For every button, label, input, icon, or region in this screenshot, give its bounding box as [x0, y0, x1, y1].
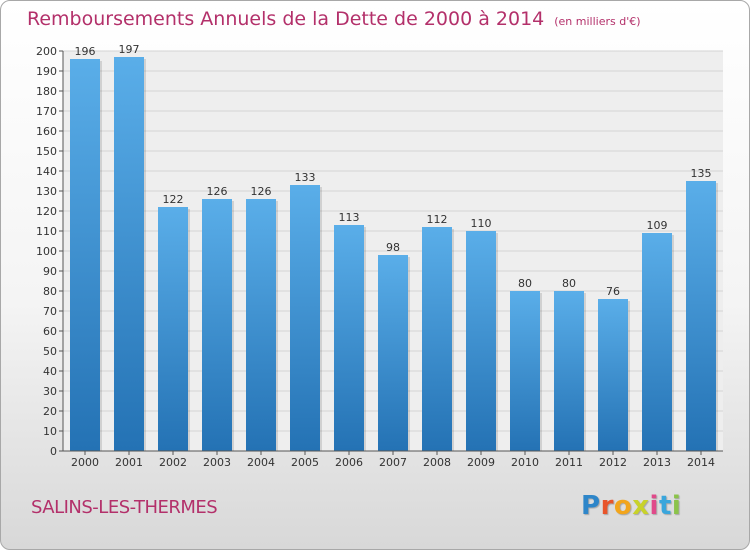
bar	[290, 185, 320, 451]
data-label: 109	[647, 219, 668, 232]
logo-letter: i	[649, 491, 659, 521]
y-tick-label: 130	[36, 185, 57, 198]
x-tick-label: 2000	[71, 456, 99, 469]
y-tick-label: 110	[36, 225, 57, 238]
x-tick-label: 2012	[599, 456, 627, 469]
bar	[422, 227, 452, 451]
logo-letter: t	[658, 491, 672, 521]
y-tick-label: 120	[36, 205, 57, 218]
data-label: 112	[427, 213, 448, 226]
data-label: 80	[562, 277, 576, 290]
y-tick-label: 150	[36, 145, 57, 158]
data-label: 126	[251, 185, 272, 198]
data-label: 133	[295, 171, 316, 184]
y-tick-label: 160	[36, 125, 57, 138]
x-tick-label: 2010	[511, 456, 539, 469]
bar	[466, 231, 496, 451]
bar	[554, 291, 584, 451]
y-tick-label: 100	[36, 245, 57, 258]
bar	[246, 199, 276, 451]
y-tick-label: 60	[43, 325, 57, 338]
y-tick-label: 30	[43, 385, 57, 398]
x-tick-label: 2003	[203, 456, 231, 469]
x-tick-label: 2014	[687, 456, 715, 469]
x-tick-label: 2008	[423, 456, 451, 469]
bar	[114, 57, 144, 451]
title-text: Remboursements Annuels de la Dette de 20…	[27, 8, 545, 30]
city-name: SALINS-LES-THERMES	[31, 497, 218, 518]
data-label: 98	[386, 241, 400, 254]
unit-note: (en milliers d'€)	[554, 15, 641, 28]
bar	[378, 255, 408, 451]
logo-letter: o	[613, 491, 633, 521]
y-tick-label: 90	[43, 265, 57, 278]
data-label: 196	[75, 45, 96, 58]
y-tick-label: 140	[36, 165, 57, 178]
logo-letter: i	[671, 491, 682, 521]
x-tick-label: 2002	[159, 456, 187, 469]
x-tick-label: 2001	[115, 456, 143, 469]
data-label: 113	[339, 211, 360, 224]
y-tick-label: 80	[43, 285, 57, 298]
x-tick-label: 2009	[467, 456, 495, 469]
data-label: 76	[606, 285, 620, 298]
y-tick-label: 70	[43, 305, 57, 318]
y-tick-label: 170	[36, 105, 57, 118]
bar	[598, 299, 628, 451]
bar	[510, 291, 540, 451]
logo-letter: r	[600, 491, 614, 521]
data-label: 122	[163, 193, 184, 206]
y-tick-label: 180	[36, 85, 57, 98]
y-tick-label: 0	[50, 445, 57, 458]
y-tick-label: 20	[43, 405, 57, 418]
x-tick-label: 2007	[379, 456, 407, 469]
data-label: 110	[471, 217, 492, 230]
x-tick-label: 2005	[291, 456, 319, 469]
y-tick-label: 200	[36, 45, 57, 58]
data-label: 135	[691, 167, 712, 180]
y-tick-label: 40	[43, 365, 57, 378]
logo-letter: x	[632, 491, 650, 521]
bar	[334, 225, 364, 451]
bar	[202, 199, 232, 451]
data-label: 80	[518, 277, 532, 290]
x-tick-label: 2004	[247, 456, 275, 469]
y-tick-label: 190	[36, 65, 57, 78]
bar	[70, 59, 100, 451]
data-label: 197	[119, 43, 140, 56]
bar	[642, 233, 672, 451]
bar	[686, 181, 716, 451]
x-tick-label: 2006	[335, 456, 363, 469]
proxiti-logo: Proxiti	[581, 491, 681, 521]
data-label: 126	[207, 185, 228, 198]
logo-letter: P	[581, 491, 601, 521]
y-tick-label: 50	[43, 345, 57, 358]
x-tick-label: 2013	[643, 456, 671, 469]
y-tick-label: 10	[43, 425, 57, 438]
chart-title: Remboursements Annuels de la Dette de 20…	[27, 8, 641, 30]
bar	[158, 207, 188, 451]
x-tick-label: 2011	[555, 456, 583, 469]
